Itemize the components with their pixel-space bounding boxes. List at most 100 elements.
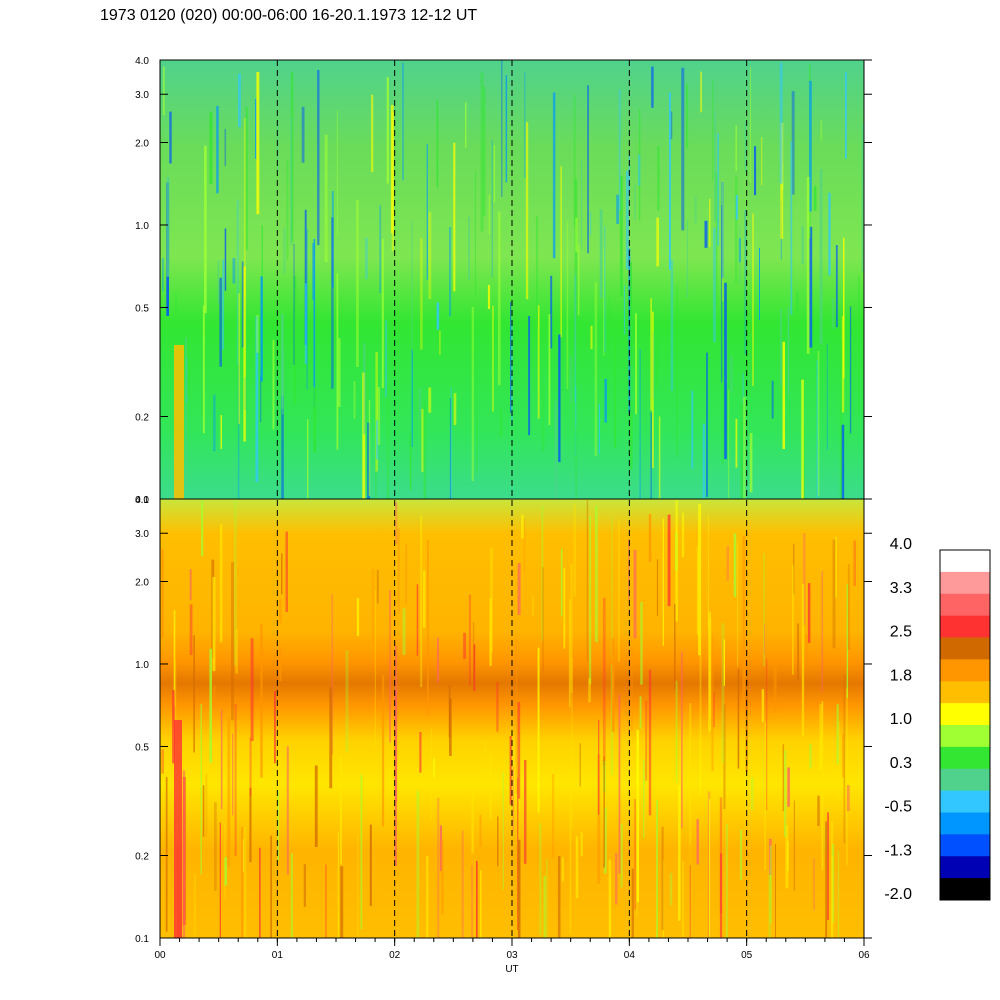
- spectrogram-streak: [213, 394, 216, 452]
- spectrogram-streak: [385, 320, 387, 398]
- spectrogram-streak: [643, 759, 645, 839]
- spectrogram-streak: [423, 401, 427, 499]
- spectrogram-streak: [604, 378, 607, 423]
- spectrogram-streak: [691, 390, 694, 469]
- spectrogram-streak: [338, 338, 341, 407]
- x-tick-label: 01: [272, 950, 284, 961]
- spectrogram-streak: [738, 238, 741, 263]
- spectrogram-streak: [846, 785, 850, 812]
- spectrogram-streak: [488, 194, 491, 235]
- spectrogram-streak: [648, 669, 652, 816]
- spectrogram-streak: [586, 500, 589, 662]
- spectrogram-streak: [839, 339, 843, 499]
- spectrogram-streak: [224, 857, 227, 886]
- spectrogram-streak: [189, 360, 191, 404]
- y-tick-label: 0.5: [135, 303, 149, 314]
- colorbar-swatch: [940, 790, 990, 814]
- spectrogram-streak: [517, 702, 521, 799]
- spectrogram-streak: [817, 795, 820, 827]
- spectrogram-streak: [394, 645, 398, 802]
- y-tick-label: 0.1: [135, 934, 149, 945]
- spectrogram-streak: [546, 858, 548, 938]
- spectrogram-streak: [395, 502, 398, 544]
- spectrogram-streak: [702, 423, 705, 499]
- spectrogram-streak: [619, 175, 623, 297]
- spectrogram-streak: [847, 564, 850, 650]
- spectrogram-streak: [737, 668, 740, 769]
- spectrogram-streak: [570, 564, 573, 694]
- spectrogram-streak: [402, 608, 406, 655]
- spectrogram-streak: [324, 134, 328, 262]
- spectrogram-streak: [696, 819, 699, 865]
- spectrogram-streak: [708, 618, 712, 719]
- spectrogram-streak: [675, 680, 678, 783]
- spectrogram-streak: [631, 868, 634, 938]
- spectrogram-streak: [231, 562, 234, 721]
- spectrogram-streak: [224, 228, 227, 291]
- colorbar-label: 1.0: [890, 711, 912, 728]
- spectrogram-streak: [598, 404, 600, 454]
- spectrogram-streak: [428, 212, 432, 299]
- spectrogram-streak: [202, 785, 205, 837]
- spectrogram-streak: [571, 658, 573, 829]
- spectrogram-streak: [843, 674, 846, 844]
- lower-y-axis: 0.1 0.2 0.5 1.0 2.0 3.0 4.0: [135, 495, 872, 945]
- spectrogram-streak: [283, 228, 286, 275]
- spectrogram-streak: [416, 790, 420, 938]
- spectrogram-streak: [390, 105, 394, 234]
- spectrogram-streak: [639, 696, 642, 729]
- spectrogram-streak: [640, 602, 643, 685]
- y-tick-label: 1.0: [135, 221, 149, 232]
- spectrogram-streak: [353, 381, 356, 419]
- spectrogram-streak: [754, 146, 757, 196]
- spectrogram-streak: [628, 539, 630, 601]
- spectrogram-streak: [651, 66, 654, 108]
- spectrogram-streak: [826, 343, 828, 450]
- spectrogram-streak: [543, 875, 546, 938]
- colorbar-labels: 4.0 3.3 2.5 1.8 1.0 0.3 -0.5 -1.3 -2.0: [884, 536, 912, 903]
- spectrogram-streak: [793, 800, 795, 891]
- spectrogram-streak: [569, 355, 573, 404]
- spectrogram-streak: [575, 217, 578, 253]
- spectrogram-streak: [430, 728, 433, 821]
- spectrogram-streak: [590, 325, 593, 350]
- spectrogram-streak: [260, 375, 262, 423]
- spectrogram-streak: [260, 623, 263, 778]
- spectrogram-streak: [501, 60, 503, 197]
- spectrogram-streak: [614, 320, 617, 448]
- x-axis: 00 01 02 03 04 05 06: [154, 938, 870, 961]
- spectrogram-streak: [597, 754, 601, 884]
- spectrogram-streak: [428, 387, 432, 413]
- spectrogram-streak: [337, 832, 339, 938]
- spectrogram-streak: [391, 112, 394, 252]
- spectrogram-streak: [820, 120, 823, 141]
- spectrogram-streak: [436, 100, 439, 188]
- colorbar-swatch: [940, 703, 990, 726]
- spectrogram-streak: [675, 500, 678, 622]
- spectrogram-streak: [712, 80, 714, 182]
- spectrogram-streak: [243, 118, 246, 298]
- spectrogram-streak: [313, 239, 316, 407]
- colorbar-swatch: [940, 681, 990, 704]
- spectrogram-streak: [566, 220, 569, 389]
- spectrogram-streak: [222, 259, 224, 350]
- spectrogram-streak: [409, 433, 412, 490]
- spectrogram-streak: [450, 387, 452, 499]
- spectrogram-streak: [238, 293, 241, 425]
- spectrogram-streak: [579, 743, 581, 787]
- spectrogram-streak: [336, 273, 339, 450]
- spectrogram-streak: [474, 170, 477, 298]
- spectrogram-streak: [568, 599, 571, 707]
- spectrogram-streak: [681, 67, 685, 231]
- spectrogram-streak: [245, 106, 248, 251]
- spectrogram-streak: [219, 822, 221, 938]
- spectrogram-streak: [728, 389, 730, 499]
- spectrogram-streak: [670, 259, 674, 391]
- spectrogram-streak: [505, 75, 508, 183]
- spectrogram-streak: [639, 349, 641, 499]
- spectrogram-streak: [558, 334, 561, 463]
- spectrogram-streak: [517, 777, 519, 930]
- spectrogram-streak: [761, 137, 763, 185]
- spectrogram-streak: [312, 243, 315, 300]
- spectrogram-streak: [721, 623, 725, 764]
